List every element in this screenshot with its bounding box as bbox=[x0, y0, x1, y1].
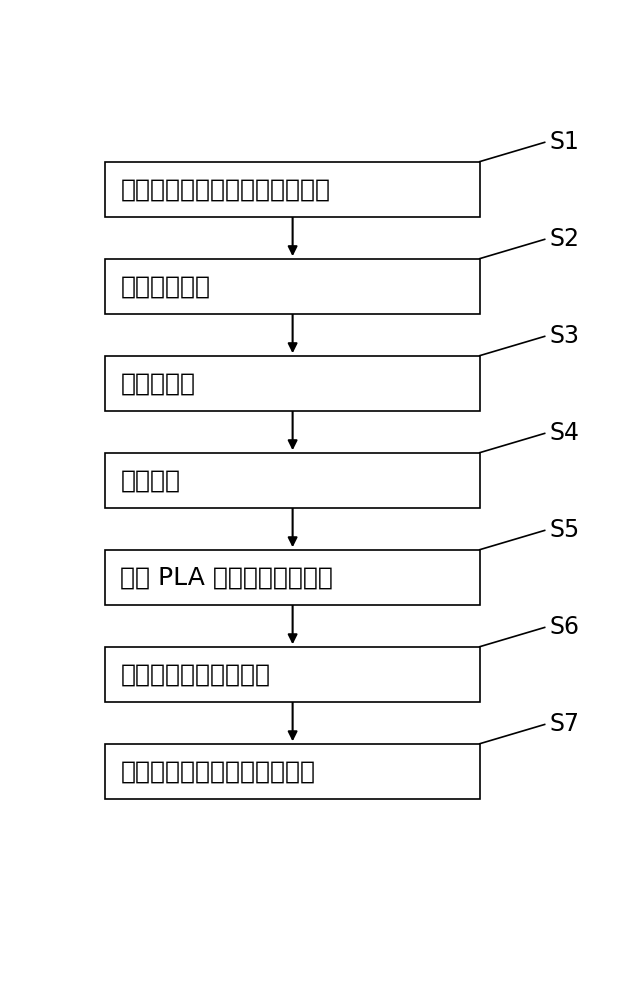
Bar bbox=[106, 647, 480, 702]
Text: 称取配方组分: 称取配方组分 bbox=[120, 274, 211, 298]
Text: 设计三元二次回归正交旋转实验: 设计三元二次回归正交旋转实验 bbox=[120, 177, 330, 201]
Bar bbox=[106, 356, 480, 411]
Bar bbox=[106, 550, 480, 605]
Bar bbox=[106, 744, 480, 799]
Text: S4: S4 bbox=[549, 421, 580, 445]
Text: S3: S3 bbox=[549, 324, 580, 348]
Text: S5: S5 bbox=[549, 518, 580, 542]
Text: 称取 PLA 树脂和色母粒吹膜: 称取 PLA 树脂和色母粒吹膜 bbox=[120, 565, 334, 589]
Text: 熔融挤出: 熔融挤出 bbox=[120, 468, 180, 492]
Text: 制备混合物: 制备混合物 bbox=[120, 371, 195, 395]
Bar bbox=[106, 162, 480, 217]
Text: 取样测厚后测试透光率: 取样测厚后测试透光率 bbox=[120, 662, 270, 686]
Text: S7: S7 bbox=[549, 712, 580, 736]
Text: S1: S1 bbox=[549, 130, 580, 154]
Text: S2: S2 bbox=[549, 227, 580, 251]
Text: 将数据导入软件进行方差分析: 将数据导入软件进行方差分析 bbox=[120, 759, 316, 783]
Text: S6: S6 bbox=[549, 615, 580, 639]
Bar bbox=[106, 453, 480, 508]
Bar bbox=[106, 259, 480, 314]
